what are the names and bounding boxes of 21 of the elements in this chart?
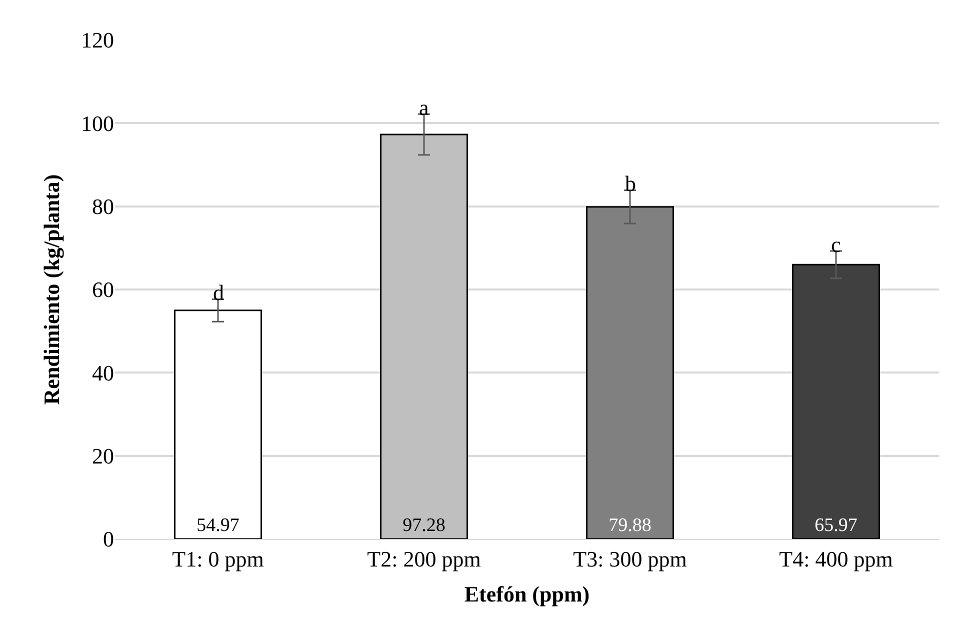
y-tick-label: 20 [92, 444, 114, 469]
annotation: b [625, 171, 636, 196]
x-tick-label: T3: 300 ppm [573, 546, 687, 572]
data-label: 65.97 [814, 515, 858, 536]
y-tick-label: 40 [92, 360, 114, 386]
y-tick-label: 80 [92, 194, 114, 220]
data-label: 54.97 [196, 515, 240, 536]
x-tick-label: T4: 400 ppm [779, 546, 893, 572]
y-axis-title: Rendimiento (kg/planta) [38, 174, 64, 405]
y-tick-label: 100 [81, 110, 114, 136]
annotation: a [419, 95, 429, 120]
x-tick-label: T2: 200 ppm [367, 546, 481, 572]
y-tick-label: 120 [81, 28, 114, 53]
y-tick-label: 60 [92, 277, 114, 302]
annotation: d [213, 280, 224, 305]
annotation: c [831, 232, 841, 257]
data-label: 79.88 [608, 515, 652, 536]
y-tick-label: 0 [103, 526, 114, 552]
x-axis-title: Etefón (ppm) [464, 581, 590, 606]
x-tick-label: T1: 0 ppm [172, 546, 264, 572]
data-label: 97.28 [402, 515, 446, 536]
